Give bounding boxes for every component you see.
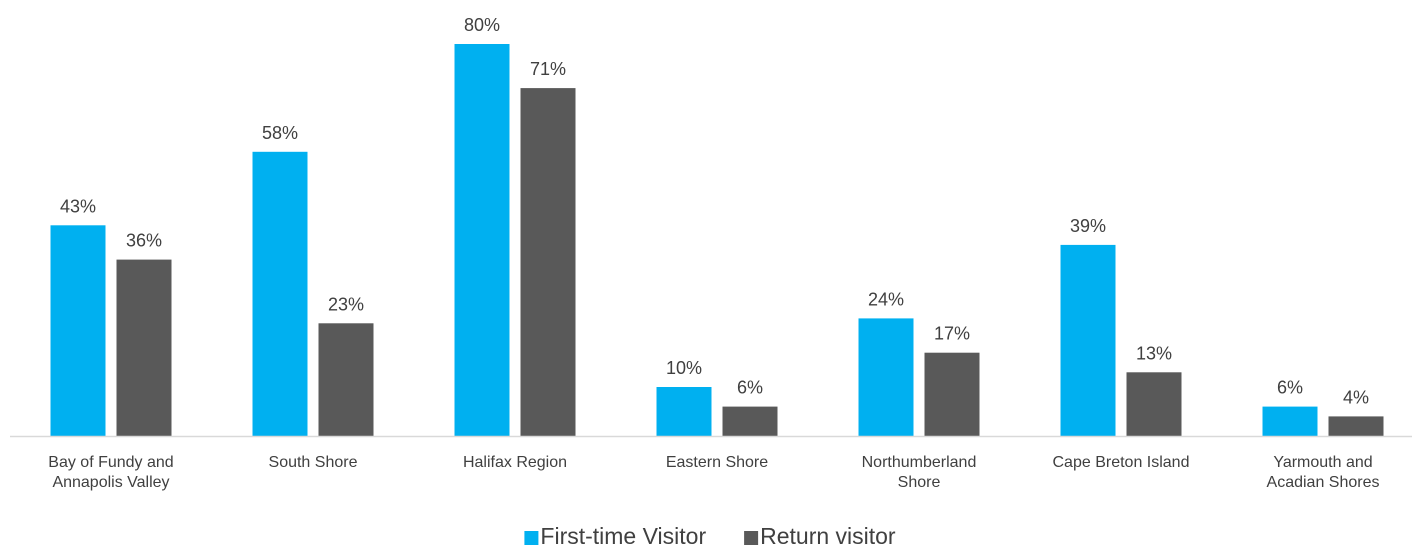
- data-label: 71%: [530, 59, 566, 79]
- data-label: 17%: [934, 324, 970, 344]
- bar: [252, 151, 308, 437]
- data-label: 43%: [60, 196, 96, 216]
- x-tick-label: South Shore: [268, 454, 358, 471]
- x-tick-label: Eastern Shore: [665, 454, 769, 471]
- bar: [1328, 416, 1384, 436]
- legend-label: Return visitor: [760, 523, 896, 549]
- x-tick-label: Halifax Region: [462, 454, 568, 471]
- x-tick-label: Yarmouth and Acadian Shores: [1266, 454, 1380, 491]
- data-label: 6%: [1277, 378, 1303, 398]
- bar: [1262, 406, 1318, 436]
- data-label: 13%: [1136, 343, 1172, 363]
- legend-label: First-time Visitor: [540, 523, 706, 549]
- x-tick-label: Northumberland Shore: [861, 454, 977, 491]
- data-label: 6%: [737, 378, 763, 398]
- bar: [1060, 244, 1116, 436]
- data-label: 23%: [328, 294, 364, 314]
- x-tick-label: Cape Breton Island: [1052, 454, 1190, 471]
- data-label: 4%: [1343, 387, 1369, 407]
- bar: [318, 323, 374, 436]
- data-label: 80%: [464, 15, 500, 35]
- bar: [1126, 372, 1182, 436]
- bar: [454, 44, 510, 436]
- legend-swatch: [744, 531, 759, 545]
- bar: [924, 352, 980, 436]
- x-tick-label: Bay of Fundy and Annapolis Valley: [48, 454, 174, 491]
- legend-swatch: [524, 531, 539, 545]
- data-label: 10%: [666, 358, 702, 378]
- data-label: 36%: [126, 231, 162, 251]
- data-label: 58%: [262, 123, 298, 143]
- data-label: 24%: [868, 289, 904, 309]
- bar: [520, 88, 576, 436]
- bar: [858, 318, 914, 436]
- bar: [116, 259, 172, 436]
- bar: [656, 387, 712, 436]
- data-label: 39%: [1070, 216, 1106, 236]
- bar: [50, 225, 106, 436]
- bar: [722, 406, 778, 436]
